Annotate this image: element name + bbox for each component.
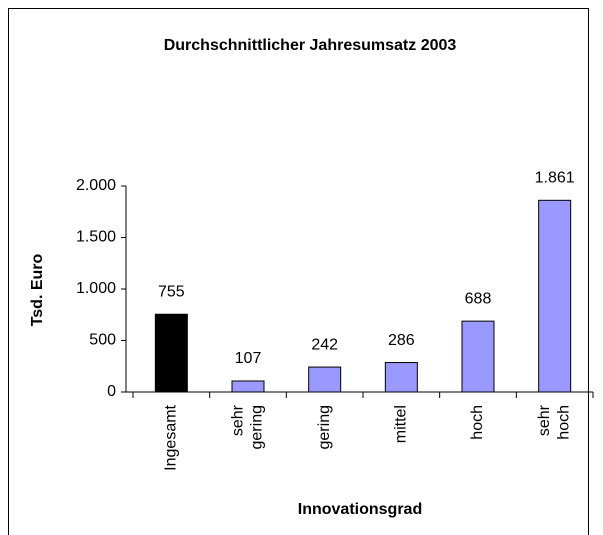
- bar: [461, 320, 495, 393]
- y-tick-label: 500: [89, 332, 116, 349]
- value-label: 755: [158, 283, 185, 300]
- y-axis-label: Tsd. Euro: [29, 253, 46, 326]
- y-tick-label: 0: [107, 383, 116, 400]
- y-tick-label: 2.000: [76, 177, 116, 194]
- value-label: 1.861: [535, 170, 575, 187]
- value-label: 286: [388, 332, 415, 349]
- value-label: 242: [311, 336, 338, 353]
- bar: [154, 313, 188, 393]
- value-label: 688: [465, 290, 492, 307]
- x-axis-label: Innovationsgrad: [298, 501, 422, 518]
- x-tick-label: hoch: [469, 405, 486, 440]
- chart-frame: [8, 8, 589, 535]
- bar: [538, 199, 572, 393]
- y-tick-label: 1.500: [76, 229, 116, 246]
- x-tick-label: Ingesamt: [163, 404, 180, 470]
- x-tick-label: gering: [316, 405, 333, 449]
- x-tick-label: sehr gering: [230, 404, 266, 449]
- chart-title: Durchschnittlicher Jahresumsatz 2003: [164, 37, 457, 54]
- bar: [384, 362, 418, 393]
- bar: [231, 380, 265, 393]
- x-tick-label: mittel: [393, 405, 410, 443]
- bar: [308, 366, 342, 393]
- x-tick-label: sehr hoch: [536, 404, 572, 439]
- y-tick-label: 1.000: [76, 280, 116, 297]
- value-label: 107: [235, 350, 262, 367]
